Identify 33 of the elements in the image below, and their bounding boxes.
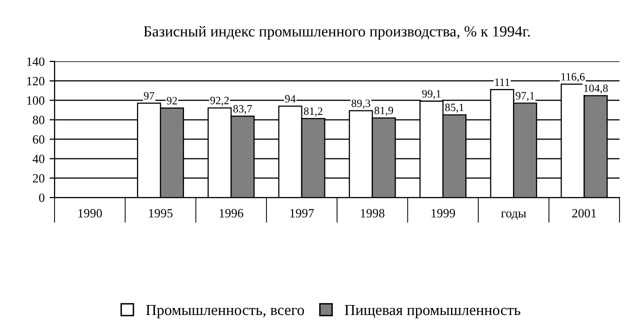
data-label: 97,1 xyxy=(516,92,534,102)
chart-title: Базисный индекс промышленного производства, % к 1994г. xyxy=(144,26,530,40)
x-tick-label: 2001 xyxy=(572,209,596,218)
x-tick-label: 1995 xyxy=(149,209,173,218)
y-tick-label: 60 xyxy=(32,135,44,144)
data-label: 92 xyxy=(166,96,177,104)
y-tick-label: 140 xyxy=(27,57,44,66)
data-label: 92,2 xyxy=(210,96,229,106)
legend-label: Промышленность, всего xyxy=(146,304,304,318)
data-label: 104,8 xyxy=(584,84,608,94)
y-tick-label: 0 xyxy=(39,194,44,202)
y-tick-label: 80 xyxy=(32,116,44,124)
data-label: 81,9 xyxy=(374,106,394,116)
data-label: 94 xyxy=(285,95,296,102)
data-label: 97 xyxy=(144,92,154,100)
y-tick-label: 40 xyxy=(32,154,44,164)
data-label: 99,1 xyxy=(422,90,441,100)
x-tick-label: годы xyxy=(501,211,526,220)
y-tick-label: 120 xyxy=(27,76,44,86)
x-tick-label: 1999 xyxy=(432,209,455,218)
x-tick-label: 1996 xyxy=(220,209,244,218)
y-tick-label: 100 xyxy=(27,96,44,105)
data-label: 81,2 xyxy=(304,107,322,117)
data-label: 89,3 xyxy=(352,100,370,109)
x-tick-label: 1990 xyxy=(78,209,102,218)
data-label: 111 xyxy=(495,78,510,86)
x-tick-label: 1997 xyxy=(290,209,314,218)
data-label: 85,1 xyxy=(445,104,464,113)
x-tick-label: 1998 xyxy=(360,209,384,218)
y-tick-label: 20 xyxy=(32,174,44,183)
data-label: 83,7 xyxy=(233,105,252,114)
legend-label: Пищевая промышленность xyxy=(344,304,520,318)
data-label: 116,6 xyxy=(561,73,585,82)
